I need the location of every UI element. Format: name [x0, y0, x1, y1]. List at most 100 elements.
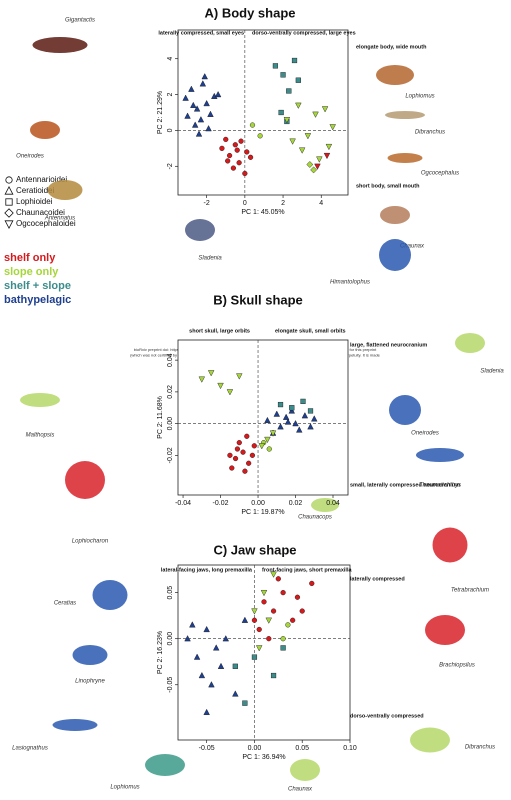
- specimen-label: Dibranchus: [415, 130, 445, 136]
- panel-title: A) Body shape: [204, 5, 295, 20]
- data-point: [193, 653, 201, 660]
- y-tick-label: -0.02: [167, 447, 174, 463]
- data-point: [273, 410, 280, 417]
- y-tick-label: 0.02: [167, 385, 174, 399]
- data-point: [256, 626, 262, 633]
- legend-label: Lophioidei: [16, 197, 53, 206]
- data-point: [306, 161, 314, 168]
- data-point: [236, 440, 242, 446]
- data-point: [256, 645, 263, 652]
- y-tick-label: -0.05: [167, 677, 174, 693]
- specimen-image: [65, 461, 105, 499]
- x-tick-label: 4: [319, 200, 323, 207]
- x-tick-label: -0.05: [199, 745, 215, 752]
- data-point: [205, 125, 212, 132]
- data-point: [292, 420, 299, 427]
- data-point: [280, 645, 286, 651]
- specimen-image: [20, 393, 60, 407]
- annotation: lateral-facing jaws, long premaxilla: [161, 567, 253, 573]
- data-point: [270, 608, 277, 614]
- specimen-image: [47, 180, 83, 200]
- data-point: [240, 449, 246, 455]
- specimen-image: [30, 121, 60, 139]
- specimen-image: [311, 498, 339, 512]
- data-point: [295, 102, 302, 109]
- data-point: [232, 663, 238, 669]
- specimen-image: [92, 580, 128, 610]
- legend-marker: [5, 176, 13, 184]
- data-point: [294, 594, 301, 600]
- legend-habitat: shelf + slope: [4, 280, 71, 292]
- specimen-image: [379, 239, 411, 271]
- specimen-label: Lophiomus: [405, 94, 434, 100]
- data-point: [258, 443, 265, 450]
- data-point: [289, 138, 296, 145]
- data-point: [284, 418, 292, 425]
- data-point: [182, 94, 189, 101]
- data-point: [244, 433, 250, 439]
- specimen-label: Chaunax: [400, 244, 425, 250]
- data-point: [301, 412, 309, 419]
- data-point: [213, 644, 220, 651]
- legend-label: Antennarioidei: [16, 175, 67, 184]
- data-point: [214, 91, 222, 98]
- data-point: [198, 671, 206, 679]
- specimen-label: Dibranchus: [465, 745, 495, 751]
- specimen-image: [290, 759, 320, 781]
- data-point: [242, 170, 248, 177]
- data-point: [207, 370, 215, 377]
- data-point: [199, 80, 207, 87]
- annotation: short body, small mouth: [356, 183, 420, 189]
- specimen-image: [416, 448, 464, 462]
- specimen-label: Ogcocephalus: [421, 171, 459, 177]
- specimen-image: [72, 645, 108, 665]
- data-point: [280, 72, 286, 78]
- legend-marker: [5, 198, 13, 206]
- specimen-label: Antennatus: [44, 216, 75, 222]
- annotation: laterally compressed, small eyes: [158, 30, 244, 36]
- specimen-label: Ceratias: [54, 601, 76, 607]
- specimen-image: [389, 395, 421, 425]
- specimen-label: Himantolophus: [330, 280, 370, 286]
- data-point: [193, 105, 201, 112]
- specimen-label: Gigantactis: [65, 18, 95, 24]
- annotation: large, flattened neurocranium: [350, 342, 427, 348]
- data-point: [246, 460, 252, 466]
- data-point: [184, 635, 191, 642]
- specimen-image: [32, 37, 88, 53]
- x-tick-label: 0: [243, 200, 247, 207]
- x-tick-label: 0.10: [343, 745, 357, 752]
- data-point: [244, 149, 250, 155]
- data-point: [232, 690, 239, 697]
- annotation: dorso-ventrally compressed, large eyes: [252, 30, 356, 36]
- y-tick-label: 0.05: [167, 586, 174, 600]
- specimen-image: [410, 727, 450, 753]
- x-tick-label: 2: [281, 200, 285, 207]
- data-point: [195, 130, 203, 137]
- annotation: elongate body, wide mouth: [356, 44, 427, 50]
- data-point: [307, 408, 314, 414]
- data-point: [236, 160, 242, 166]
- y-tick-label: 0: [167, 128, 174, 132]
- data-point: [316, 156, 323, 163]
- y-axis-label: PC 2: 16.23%: [157, 631, 164, 674]
- data-point: [270, 571, 277, 578]
- data-point: [296, 426, 303, 433]
- data-point: [223, 136, 229, 143]
- data-point: [217, 662, 225, 669]
- specimen-image: [385, 111, 425, 119]
- y-tick-label: 4: [167, 57, 174, 61]
- data-point: [232, 142, 238, 148]
- data-point: [203, 708, 210, 715]
- annotation: small, laterally compressed neurocranium: [350, 482, 460, 488]
- x-axis-label: PC 1: 19.87%: [241, 509, 284, 516]
- specimen-label: Sladenia: [480, 369, 504, 375]
- y-axis-label: PC 2: 21.29%: [157, 91, 164, 134]
- annotation: short skull, large orbits: [189, 328, 250, 334]
- specimen-label: Tetrabrachium: [451, 588, 489, 594]
- y-tick-label: -2: [167, 163, 174, 169]
- x-tick-label: 0.05: [295, 745, 309, 752]
- data-point: [188, 85, 195, 92]
- data-point: [282, 413, 290, 420]
- data-point: [264, 416, 271, 424]
